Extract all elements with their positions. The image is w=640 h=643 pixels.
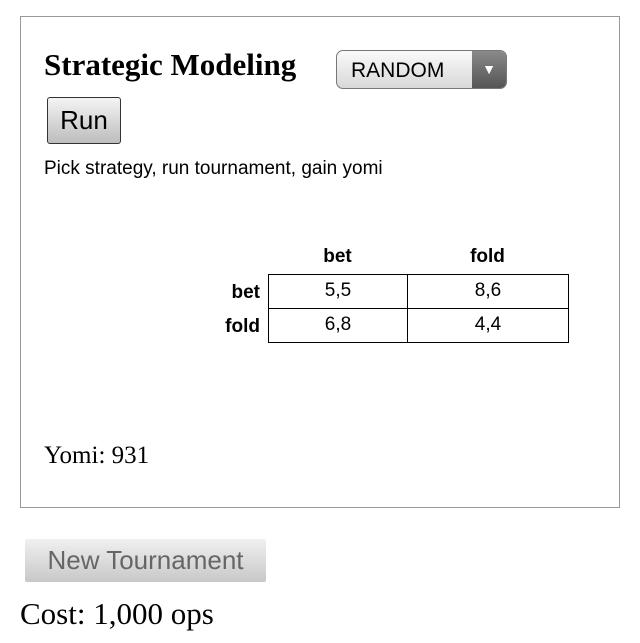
strategy-select-value: RANDOM bbox=[351, 59, 445, 82]
yomi-count: Yomi: 931 bbox=[44, 442, 150, 469]
col-header-fold: fold bbox=[470, 246, 505, 267]
new-tournament-button[interactable]: New Tournament bbox=[25, 539, 266, 582]
description-text: Pick strategy, run tournament, gain yomi bbox=[44, 158, 383, 179]
matrix-cell: 6,8 bbox=[268, 308, 408, 343]
strategic-modeling-panel bbox=[20, 16, 620, 508]
run-button[interactable]: Run bbox=[47, 97, 121, 144]
matrix-cell: 5,5 bbox=[268, 274, 408, 309]
matrix-cell: 4,4 bbox=[407, 308, 569, 343]
col-header-bet: bet bbox=[323, 246, 352, 267]
row-header-bet: bet bbox=[231, 282, 261, 303]
panel-title: Strategic Modeling bbox=[44, 47, 297, 82]
row-header-fold: fold bbox=[225, 316, 260, 337]
chevron-down-icon: ▼ bbox=[472, 51, 506, 88]
strategy-select[interactable]: RANDOM ▼ bbox=[336, 50, 507, 89]
cost-text: Cost: 1,000 ops bbox=[20, 596, 214, 631]
matrix-cell: 8,6 bbox=[407, 274, 569, 309]
